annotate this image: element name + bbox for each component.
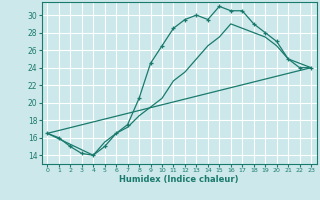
X-axis label: Humidex (Indice chaleur): Humidex (Indice chaleur) [119, 175, 239, 184]
